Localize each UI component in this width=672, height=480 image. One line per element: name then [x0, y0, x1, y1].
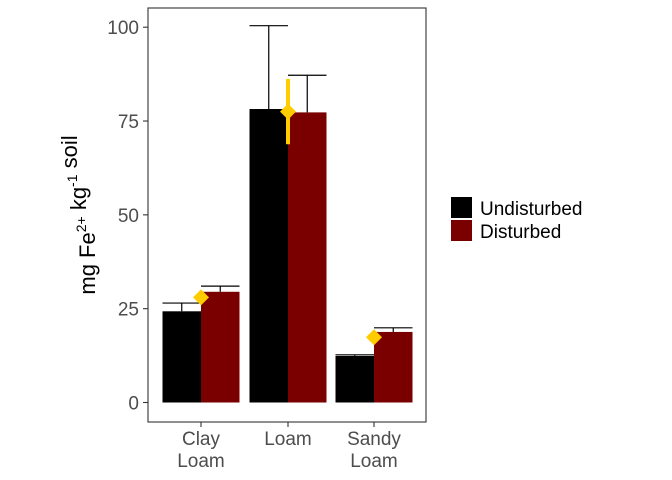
error-bar-disturbed-2: [288, 74, 327, 113]
overlay-point-1: [193, 289, 209, 306]
overlay-point-3: [366, 329, 382, 346]
y-tick-label-25: 25: [118, 300, 139, 321]
legend-label-undisturbed: Undisturbed: [480, 199, 582, 220]
y-tick-label-75: 75: [118, 112, 139, 133]
bar-undisturbed-3: [335, 355, 374, 403]
y-axis-title: mg Fe2+ kg-1 soil: [57, 135, 100, 294]
y-tick-label-100: 100: [107, 18, 139, 39]
plot-area: [162, 25, 413, 403]
x-tick-label-1: Clay Loam: [177, 429, 225, 472]
legend-label-disturbed: Disturbed: [480, 222, 561, 243]
overlay-point-2: [280, 103, 296, 120]
axes: 0 25 50 75 100 Clay Loam Loam Sandy Loam: [107, 18, 401, 472]
bar-disturbed-2: [288, 112, 327, 403]
x-tick-label-3: Sandy Loam: [347, 429, 401, 472]
legend: Undisturbed Disturbed: [451, 197, 582, 243]
error-bar-undisturbed-1: [162, 302, 201, 312]
error-bar-undisturbed-3: [335, 354, 374, 356]
bar-undisturbed-2: [249, 109, 288, 403]
legend-key-undisturbed: [451, 197, 472, 218]
error-bar-undisturbed-2: [249, 25, 288, 110]
error-bar-disturbed-3: [374, 327, 413, 332]
bar-disturbed-1: [201, 291, 240, 403]
bar-disturbed-3: [374, 331, 413, 403]
y-tick-label-0: 0: [128, 394, 139, 415]
bar-undisturbed-1: [162, 311, 201, 403]
legend-key-disturbed: [451, 220, 472, 241]
x-tick-label-2: Loam: [264, 429, 312, 450]
y-tick-label-50: 50: [118, 206, 139, 227]
error-bar-disturbed-1: [201, 285, 240, 292]
